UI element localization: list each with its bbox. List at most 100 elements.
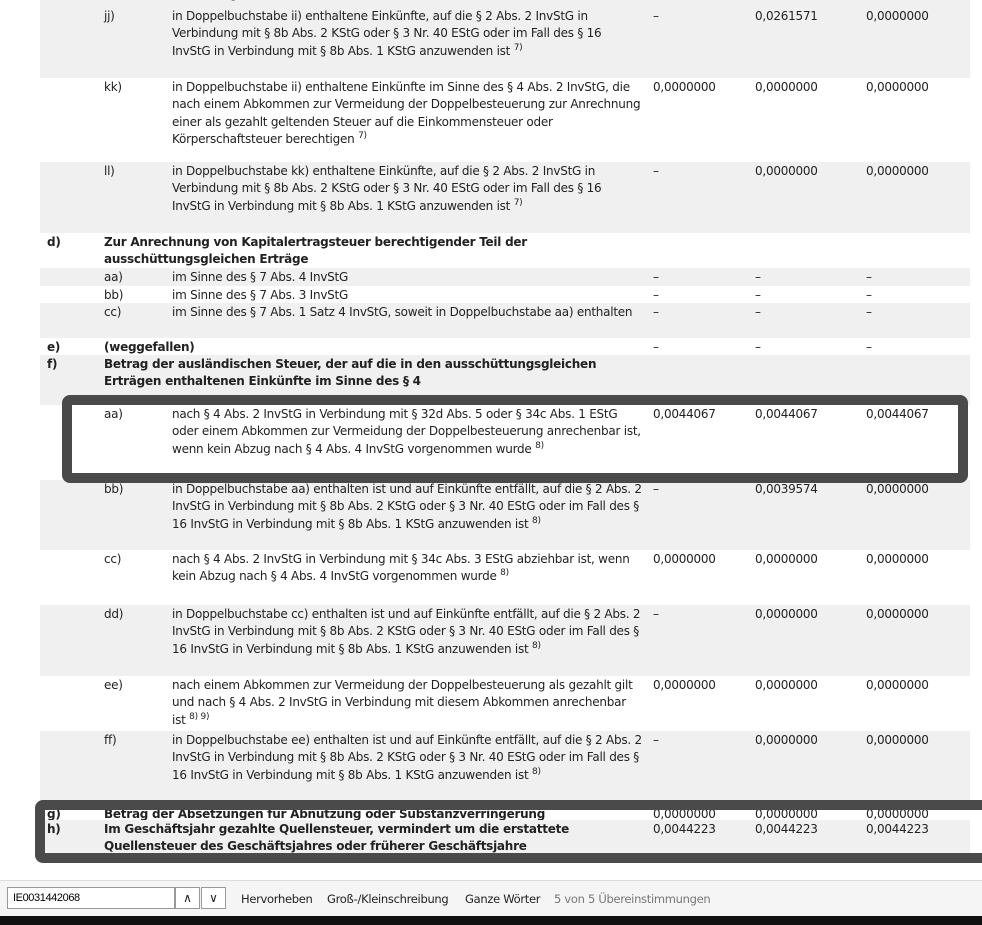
row-description: Im Geschäftsjahr gezahlte Quellensteuer,… [104,821,644,856]
row-description-text: im Sinne des § 7 Abs. 3 InvStG [172,288,349,302]
row-value-3: 0,0000000 [866,733,929,747]
row-description: nach einem Abkommen zur Vermeidung der D… [172,677,642,729]
table-row: h) Im Geschäftsjahr gezahlte Quellensteue… [40,820,970,860]
footnote-ref: 8) [532,515,541,526]
chevron-down-icon: ∨ [209,891,218,905]
row-subletter: ll) [104,164,115,178]
row-letter: e) [47,340,61,354]
table-row: dd) in Doppelbuchstabe cc) enthalten ist … [40,605,970,676]
row-description: Zur Anrechnung von Kapitalertragsteuer b… [104,234,644,269]
row-value-3: – [866,340,872,354]
row-value-3: 0,0000000 [866,164,929,178]
row-description: in Doppelbuchstabe cc) enthalten ist und… [172,606,642,658]
row-description-text: nach § 4 Abs. 2 InvStG in Verbindung mit… [172,407,641,456]
row-description-text: in Doppelbuchstabe aa) enthalten ist und… [172,482,642,531]
table-row: cc) nach § 4 Abs. 2 InvStG in Verbindung … [40,550,970,605]
footnote-ref: 8) [532,640,541,651]
row-value-1: – [653,305,659,319]
row-description-text: Im Geschäftsjahr gezahlte Quellensteuer,… [104,822,569,854]
row-description: Betrag der Absetzungen für Abnutzung ode… [104,806,644,823]
row-letter: d) [47,235,61,249]
row-value-2: 0,0000000 [755,807,818,821]
table-row: ll) in Doppelbuchstabe kk) enthaltene Ein… [40,162,970,233]
table-row: g) Betrag der Absetzungen für Abnutzung o… [40,805,970,823]
row-value-1: 0,0000000 [653,552,716,566]
row-description: in Doppelbuchstabe ee) enthalten ist und… [172,732,642,784]
row-description-text: in Doppelbuchstabe kk) enthaltene Einkün… [172,164,602,213]
find-bar: ∧ ∨ Hervorheben Groß-/Kleinschreibung Ga… [0,880,982,917]
footnote-ref: 8) [500,568,509,579]
row-description: in Doppelbuchstabe kk) enthaltene Einkün… [172,163,642,215]
row-value-3: 0,0000000 [866,807,929,821]
chevron-up-icon: ∧ [183,891,192,905]
row-description: in Doppelbuchstabe ii) enthaltene Einkün… [172,8,642,60]
row-description-text: in Doppelbuchstabe cc) enthalten ist und… [172,607,641,656]
taskbar [0,916,982,925]
row-description-text: nach einem Abkommen zur Vermeidung der D… [172,678,633,727]
row-subletter: bb) [104,482,124,496]
table-row: ff) in Doppelbuchstabe ee) enthalten ist … [40,731,970,805]
row-subletter: dd) [104,607,124,621]
row-subletter: cc) [104,552,122,566]
row-description-text: in Doppelbuchstabe ee) enthalten ist und… [172,733,642,782]
row-subletter: aa) [104,407,123,421]
row-value-2: – [755,288,761,302]
whole-words-toggle[interactable]: Ganze Wörter [465,892,541,906]
table-row: aa) nach § 4 Abs. 2 InvStG in Verbindung … [40,405,970,480]
row-value-3: 0,0000000 [866,552,929,566]
row-subletter: ff) [104,733,117,747]
row-description-text: Zur Anrechnung von Kapitalertragsteuer b… [104,235,527,267]
find-input[interactable] [7,887,175,909]
row-value-1: – [653,164,659,178]
row-value-1: – [653,270,659,284]
row-value-1: 0,0000000 [653,678,716,692]
row-value-2: 0,0000000 [755,733,818,747]
row-value-1: – [653,340,659,354]
row-subletter: kk) [104,80,122,94]
row-value-2: 0,0000000 [755,164,818,178]
row-value-3: 0,0000000 [866,80,929,94]
row-value-3: 0,0044067 [866,407,929,421]
table-row: d) Zur Anrechnung von Kapitalertragsteuer… [40,233,970,268]
row-description-text: in Doppelbuchstabe ii) enthaltene Einkün… [172,80,641,146]
row-description-text: Betrag der ausländischen Steuer, der auf… [104,357,597,389]
row-value-1: 0,0000000 [653,807,716,821]
row-description-text: im Sinne des § 7 Abs. 4 InvStG [172,270,349,284]
table-row: bb) im Sinne des § 7 Abs. 3 InvStG – – – [40,286,970,303]
row-value-2: – [755,305,761,319]
row-subletter: aa) [104,270,123,284]
match-case-toggle[interactable]: Groß-/Kleinschreibung [327,892,449,906]
row-letter: g) [47,807,61,821]
highlight-all-toggle[interactable]: Hervorheben [241,892,313,906]
row-description: im Sinne des § 7 Abs. 3 InvStG [172,287,642,304]
row-description: im Sinne des § 7 Abs. 1 Satz 4 InvStG, s… [172,304,642,321]
row-value-2: 0,0044223 [755,822,818,836]
row-value-1: 0,0044223 [653,822,716,836]
row-description-text: in Doppelbuchstabe ii) enthaltene Einkün… [172,9,602,58]
row-value-1: – [653,607,659,621]
row-value-3: 0,0044223 [866,822,929,836]
row-subletter: cc) [104,305,122,319]
row-description-text: nach § 4 Abs. 2 InvStG in Verbindung mit… [172,552,630,584]
footnote-ref: 7) [358,130,367,141]
row-description: (weggefallen) [104,339,644,356]
row-description: in Doppelbuchstabe aa) enthalten ist und… [172,481,642,533]
row-value-2: 0,0039574 [755,482,818,496]
row-description-text: im Sinne des § 7 Abs. 1 Satz 4 InvStG, s… [172,305,633,319]
footnote-ref: 7) [513,42,523,53]
row-value-3: – [866,305,872,319]
table-row: cc) im Sinne des § 7 Abs. 1 Satz 4 InvStG… [40,303,970,338]
row-description-text: (weggefallen) [104,340,195,354]
row-description: im Sinne des § 7 Abs. 4 InvStG [172,269,642,286]
row-value-2: 0,0000000 [755,607,818,621]
row-value-1: 0,0000000 [653,80,716,94]
find-previous-button[interactable]: ∧ [175,887,200,909]
find-next-button[interactable]: ∨ [201,887,226,909]
row-value-2: 0,0000000 [755,552,818,566]
row-description-text: Abs. 4 vorgenommen wurde [172,0,336,1]
row-description: Abs. 4 vorgenommen wurde [172,0,642,3]
row-value-3: 0,0000000 [866,482,929,496]
document-view: Abs. 4 vorgenommen wurde jj) in Doppelbuch… [40,0,970,860]
row-subletter: ee) [104,678,123,692]
row-value-2: 0,0000000 [755,80,818,94]
